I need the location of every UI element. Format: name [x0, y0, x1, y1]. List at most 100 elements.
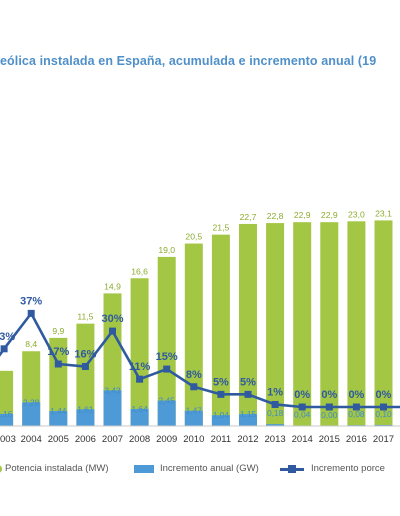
percentage-value-label: 11% [129, 361, 151, 373]
increment-value-label: 1,15 [240, 409, 257, 419]
percentage-marker [136, 375, 144, 383]
percentage-marker [298, 403, 306, 411]
x-tick-label: 2009 [156, 434, 177, 445]
increment-bar [130, 408, 149, 426]
percentage-value-label: 37% [20, 295, 42, 307]
percentage-marker [54, 360, 62, 368]
increment-bar [184, 410, 203, 426]
capacity-value-label: 21,5 [213, 223, 230, 233]
x-tick-label: 2012 [237, 434, 258, 445]
increment-value-label: 0,10 [375, 409, 392, 419]
x-tick-label: 2005 [48, 434, 69, 445]
percentage-value-label: 30% [101, 313, 123, 325]
capacity-bar [130, 278, 149, 426]
capacity-value-label: 20,5 [185, 232, 202, 242]
percentage-marker [0, 345, 8, 353]
percentage-value-label: 1% [267, 386, 283, 398]
x-tick-label: 2017 [373, 434, 394, 445]
x-tick-label: 2007 [102, 434, 123, 445]
capacity-value-label: 14,9 [104, 281, 121, 291]
capacity-bar [157, 256, 176, 426]
percentage-value-label: 5% [240, 376, 256, 388]
capacity-value-label: 22,8 [267, 211, 284, 221]
increment-bar [76, 409, 95, 426]
x-tick-label: 2008 [129, 434, 150, 445]
capacity-bar [374, 220, 393, 426]
increment-value-label: 1,47 [186, 406, 203, 416]
chart-title: eólica instalada en España, acumulada e … [0, 54, 377, 68]
capacity-value-label: 9,9 [52, 326, 64, 336]
x-tick-label: 2011 [211, 434, 231, 445]
capacity-bar [320, 222, 339, 426]
percentage-value-label: 8% [186, 369, 202, 381]
percentage-marker [109, 327, 116, 335]
x-tick-label: 2013 [265, 434, 286, 445]
increment-value-label: 1,16 [0, 409, 13, 419]
capacity-value-label: 22,9 [294, 210, 311, 220]
percentage-marker [81, 363, 89, 371]
capacity-bar [293, 222, 312, 426]
data-labels-group: 8,4 9,9 11,5 14,9 16,6 19,0 20,5 21,5 22,7 22,8 22… [0, 208, 392, 420]
capacity-value-label: 23,1 [375, 208, 392, 218]
increment-value-label: 0,04 [294, 410, 311, 420]
percentage-marker [325, 403, 333, 411]
legend-swatch-capacity [0, 465, 2, 473]
x-tick-label: 2010 [183, 434, 204, 445]
capacity-bar [0, 370, 14, 426]
capacity-bar [266, 223, 285, 426]
increment-bars-group [0, 390, 393, 426]
percentage-marker [217, 390, 225, 398]
increment-bar [49, 411, 68, 426]
capacity-value-label: 8,4 [25, 339, 37, 349]
increment-bar [211, 415, 230, 426]
legend-label-capacity: Potencia instalada (MW) [5, 463, 109, 474]
percentage-marker [271, 400, 279, 408]
x-tick-label: 003 [0, 434, 16, 445]
percentage-marker [163, 365, 171, 373]
capacity-value-label: 11,5 [77, 312, 93, 322]
increment-bar [22, 402, 41, 426]
increment-bar [266, 424, 285, 426]
capacity-bar [49, 337, 68, 426]
increment-bar [103, 390, 122, 426]
percentage-value-label: 15% [156, 351, 178, 363]
capacity-bars-group [0, 220, 393, 426]
legend: Potencia instalada (MW) Incremento anual… [0, 460, 400, 478]
percentage-value-label: 17% [47, 346, 69, 358]
increment-bar [157, 400, 176, 426]
percentage-marker [27, 309, 35, 317]
legend-label-annual-increment: Incremento anual (GW) [160, 463, 259, 474]
increment-value-label: 1,61 [77, 404, 94, 414]
capacity-bar [347, 221, 366, 426]
increment-value-label: 1,64 [131, 404, 148, 414]
percentage-marker [380, 403, 387, 411]
capacity-bar [76, 323, 95, 426]
percentage-line-group [0, 309, 400, 411]
increment-bar [374, 424, 393, 426]
x-axis-group: 003 2004 2005 2006 2007 2008 2009 2010 2011 2012 2… [0, 425, 400, 445]
percentage-value-label: 0% [348, 389, 364, 401]
legend-swatch-percentage-marker [288, 465, 296, 473]
percentage-marker [190, 383, 198, 391]
increment-bar [239, 414, 257, 426]
percentage-value-label: 16% [74, 349, 96, 361]
increment-value-label: 2,45 [159, 396, 176, 406]
percentage-value-label: 0% [294, 389, 310, 401]
increment-value-label: 0,08 [348, 409, 365, 419]
increment-value-label: 2,28 [23, 397, 40, 407]
capacity-value-label: 23,0 [348, 209, 365, 219]
percentage-value-label: 23% [0, 331, 15, 343]
increment-bar [0, 413, 14, 426]
x-tick-label: 2006 [75, 434, 96, 445]
percentage-marker [244, 390, 252, 398]
increment-value-label: 1,44 [50, 406, 67, 416]
capacity-value-label: 22,7 [240, 212, 257, 222]
percentage-value-label: 0% [376, 389, 392, 401]
increment-value-label: 3,43 [104, 385, 121, 395]
increment-value-label: 1,04 [213, 410, 230, 420]
x-tick-label: 2015 [319, 434, 340, 445]
capacity-value-label: 16,6 [131, 266, 148, 276]
x-tick-label: 2016 [346, 434, 367, 445]
percentage-value-label: 5% [213, 376, 229, 388]
